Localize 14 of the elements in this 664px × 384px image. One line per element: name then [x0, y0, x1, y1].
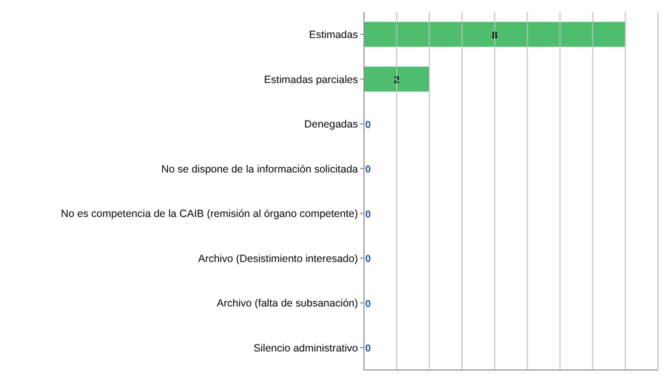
data-label: 0 [365, 344, 372, 355]
y-tick-label: No es competencia de la CAIB (remisión al órgano competente) [60, 208, 358, 220]
y-tick-label: Archivo (Desistimiento interesado) [198, 252, 358, 265]
y-tick-label: Silencio administrativo [254, 342, 358, 354]
data-label: 0 [365, 298, 372, 310]
data-label: 0 [365, 254, 372, 266]
y-tick-label: Denegadas [304, 118, 358, 131]
y-tick-label: Estimadas [308, 29, 358, 42]
data-label: 0 [365, 164, 372, 176]
data-label: 0 [365, 209, 372, 220]
y-tick-label: Archivo (falta de subsanación) [216, 298, 358, 310]
y-tick-label: Estimadas parciales [264, 74, 358, 86]
y-tick-label: No se dispone de la información solicitada [161, 163, 358, 176]
data-label: 0 [365, 120, 372, 131]
